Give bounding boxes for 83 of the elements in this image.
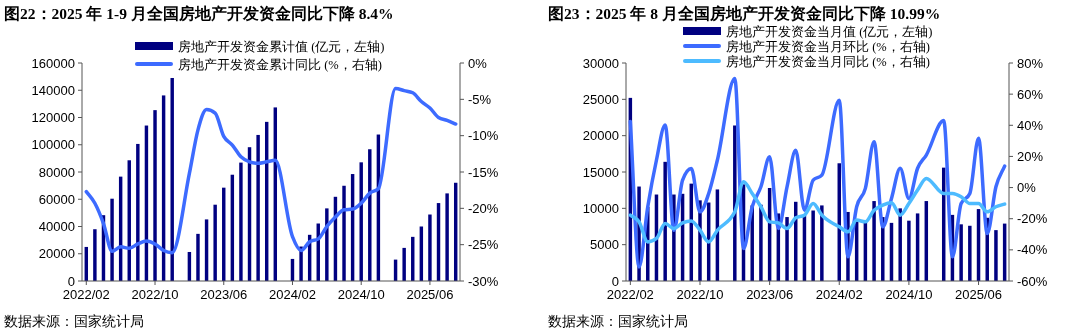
y2-tick-label: 60% bbox=[1017, 86, 1044, 102]
y-tick-label: 40000 bbox=[38, 219, 75, 234]
y2-tick-label: -20% bbox=[468, 200, 499, 216]
y-tick-label: 15000 bbox=[582, 164, 619, 180]
y-tick-label: 25000 bbox=[582, 91, 619, 107]
y2-tick-label: -25% bbox=[468, 237, 499, 253]
y-tick-label: 30000 bbox=[582, 55, 619, 71]
bar bbox=[359, 162, 363, 281]
source-note: 数据来源：国家统计局 bbox=[548, 314, 688, 329]
y-tick-label: 20000 bbox=[38, 246, 75, 262]
bar bbox=[170, 77, 174, 281]
y2-tick-label: -60% bbox=[1017, 273, 1048, 289]
bar bbox=[733, 125, 737, 281]
y2-tick-label: -20% bbox=[1017, 211, 1048, 227]
line-series bbox=[628, 176, 1007, 244]
bar bbox=[898, 208, 902, 281]
y2-tick-label: -15% bbox=[468, 164, 499, 180]
y2-tick-label: 0% bbox=[468, 55, 488, 71]
y-tick-label: 140000 bbox=[31, 82, 75, 98]
bar bbox=[445, 193, 449, 281]
legend-label: 房地产开发资金当月同比 (%，右轴) bbox=[726, 53, 930, 69]
y-tick-label: 0 bbox=[611, 273, 619, 289]
bar bbox=[402, 247, 406, 281]
x-tick-label: 2022/02 bbox=[62, 287, 110, 302]
bar bbox=[256, 134, 260, 281]
bar bbox=[872, 201, 876, 281]
line-series bbox=[628, 76, 1007, 269]
x-tick-label: 2024/02 bbox=[815, 287, 863, 302]
line-series bbox=[84, 86, 458, 255]
bar bbox=[239, 162, 243, 281]
y-tick-label: 5000 bbox=[590, 237, 619, 253]
legend-label: 房地产开发资金当月值 (亿元，左轴) bbox=[726, 23, 933, 39]
y-tick-label: 120000 bbox=[31, 110, 75, 125]
bar bbox=[325, 208, 329, 281]
y2-tick-label: -30% bbox=[468, 273, 499, 289]
bar bbox=[759, 204, 763, 281]
x-tick-label: 2024/02 bbox=[268, 287, 316, 302]
chart-title: 图23：2025 年 8 月全国房地产开发资金同比下降 10.99% bbox=[548, 4, 941, 22]
y2-tick-label: 80% bbox=[1017, 55, 1044, 71]
y2-tick-label: -5% bbox=[468, 91, 492, 107]
bar bbox=[196, 233, 200, 281]
y-tick-label: 60000 bbox=[38, 191, 75, 207]
x-tick-label: 2022/02 bbox=[606, 287, 654, 302]
bar bbox=[153, 110, 157, 281]
x-tick-label: 2024/10 bbox=[885, 287, 933, 302]
y2-tick-label: 0% bbox=[1017, 180, 1037, 196]
bar bbox=[785, 217, 789, 281]
bar bbox=[342, 185, 346, 281]
x-tick-label: 2022/10 bbox=[131, 287, 179, 302]
y-tick-label: 80000 bbox=[38, 164, 75, 180]
y-tick-label: 100000 bbox=[31, 137, 75, 153]
y2-tick-label: 20% bbox=[1017, 148, 1044, 164]
source-note: 数据来源：国家统计局 bbox=[4, 314, 144, 329]
legend-label: 房地产开发资金累计值 (亿元，左轴) bbox=[178, 38, 385, 54]
y-tick-label: 20000 bbox=[582, 128, 619, 144]
bar bbox=[820, 205, 824, 281]
bar bbox=[136, 143, 140, 281]
y2-tick-label: -10% bbox=[468, 128, 499, 144]
bar bbox=[368, 149, 372, 281]
x-tick-label: 2024/10 bbox=[337, 287, 385, 302]
y2-tick-label: 40% bbox=[1017, 117, 1044, 133]
bar bbox=[968, 225, 972, 281]
bar bbox=[811, 210, 815, 281]
x-tick-label: 2022/10 bbox=[676, 287, 724, 302]
legend-label: 房地产开发资金累计同比 (%，右轴) bbox=[178, 56, 382, 72]
bar bbox=[959, 224, 963, 281]
x-tick-label: 2025/06 bbox=[955, 287, 1003, 302]
bar bbox=[213, 204, 217, 281]
bar bbox=[994, 230, 998, 281]
y-tick-label: 0 bbox=[67, 273, 75, 289]
bar bbox=[428, 214, 432, 281]
bar bbox=[907, 220, 911, 281]
y-tick-label: 10000 bbox=[582, 200, 619, 216]
bar bbox=[110, 198, 114, 281]
x-tick-label: 2023/06 bbox=[200, 287, 248, 302]
bar bbox=[93, 229, 97, 281]
x-tick-label: 2025/06 bbox=[406, 287, 454, 302]
y2-tick-label: -40% bbox=[1017, 242, 1048, 258]
legend-label: 房地产开发资金当月环比 (%，右轴) bbox=[726, 38, 930, 54]
bar bbox=[663, 161, 667, 281]
chart-title: 图22：2025 年 1-9 月全国房地产开发资金同比下降 8.4% bbox=[4, 4, 394, 22]
x-tick-label: 2023/06 bbox=[746, 287, 794, 302]
y-tick-label: 160000 bbox=[31, 55, 75, 71]
